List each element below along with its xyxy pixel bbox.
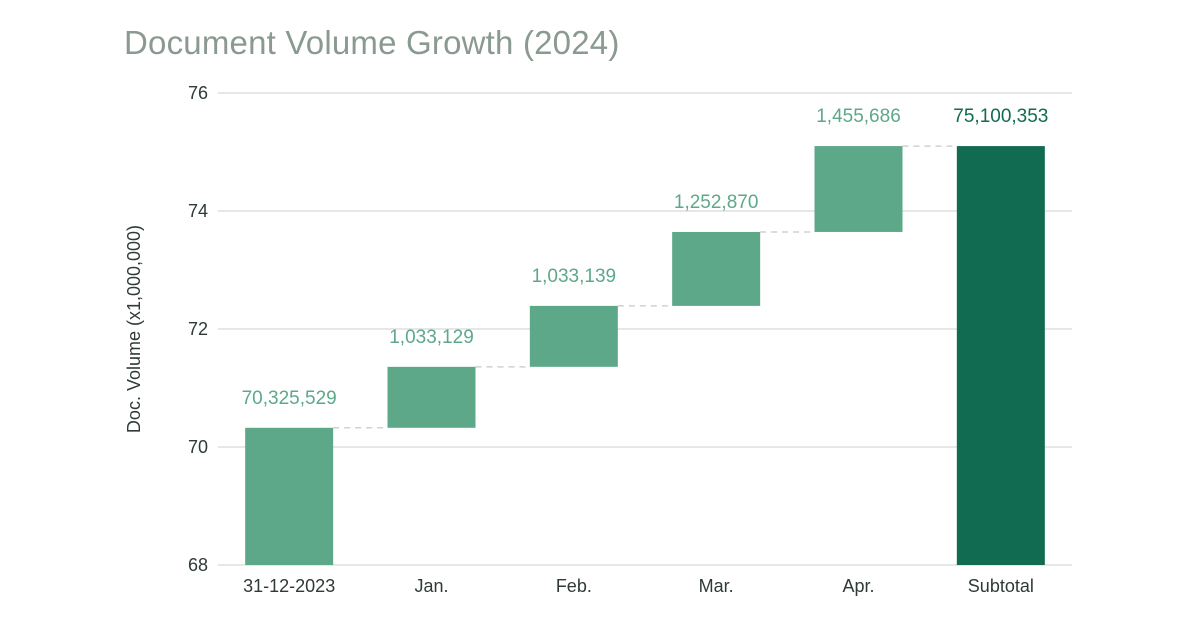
category-labels: 31-12-2023 Jan. Feb. Mar. Apr. Subtotal [243,576,1034,596]
bar [387,366,476,428]
bar [672,231,761,306]
y-tick-label: 70 [188,437,208,457]
y-tick-labels: 68 70 72 74 76 [188,83,208,575]
bar [245,427,334,565]
y-tick-label: 76 [188,83,208,103]
data-label: 1,455,686 [816,106,901,127]
category-label: Feb. [556,576,592,596]
chart-title: Document Volume Growth (2024) [124,24,620,61]
bar [814,146,903,232]
data-label: 70,325,529 [242,388,337,409]
data-label: 1,252,870 [674,192,759,213]
category-label: Apr. [842,576,874,596]
data-label: 1,033,139 [532,266,617,287]
bars [245,146,1045,566]
y-tick-label: 68 [188,555,208,575]
category-label: Subtotal [968,576,1034,596]
y-axis-title: Doc. Volume (x1,000,000) [124,225,144,433]
category-label: 31-12-2023 [243,576,335,596]
y-tick-label: 74 [188,201,208,221]
gridlines [218,92,1072,566]
connector-lines [333,145,957,429]
bar [529,305,618,367]
data-labels: 70,325,529 1,033,129 1,033,139 1,252,870 1,4… [242,106,1049,409]
subtotal-bar [956,146,1045,566]
y-tick-label: 72 [188,319,208,339]
category-label: Jan. [414,576,448,596]
data-label: 75,100,353 [953,106,1048,127]
category-label: Mar. [699,576,734,596]
data-label: 1,033,129 [389,327,474,348]
